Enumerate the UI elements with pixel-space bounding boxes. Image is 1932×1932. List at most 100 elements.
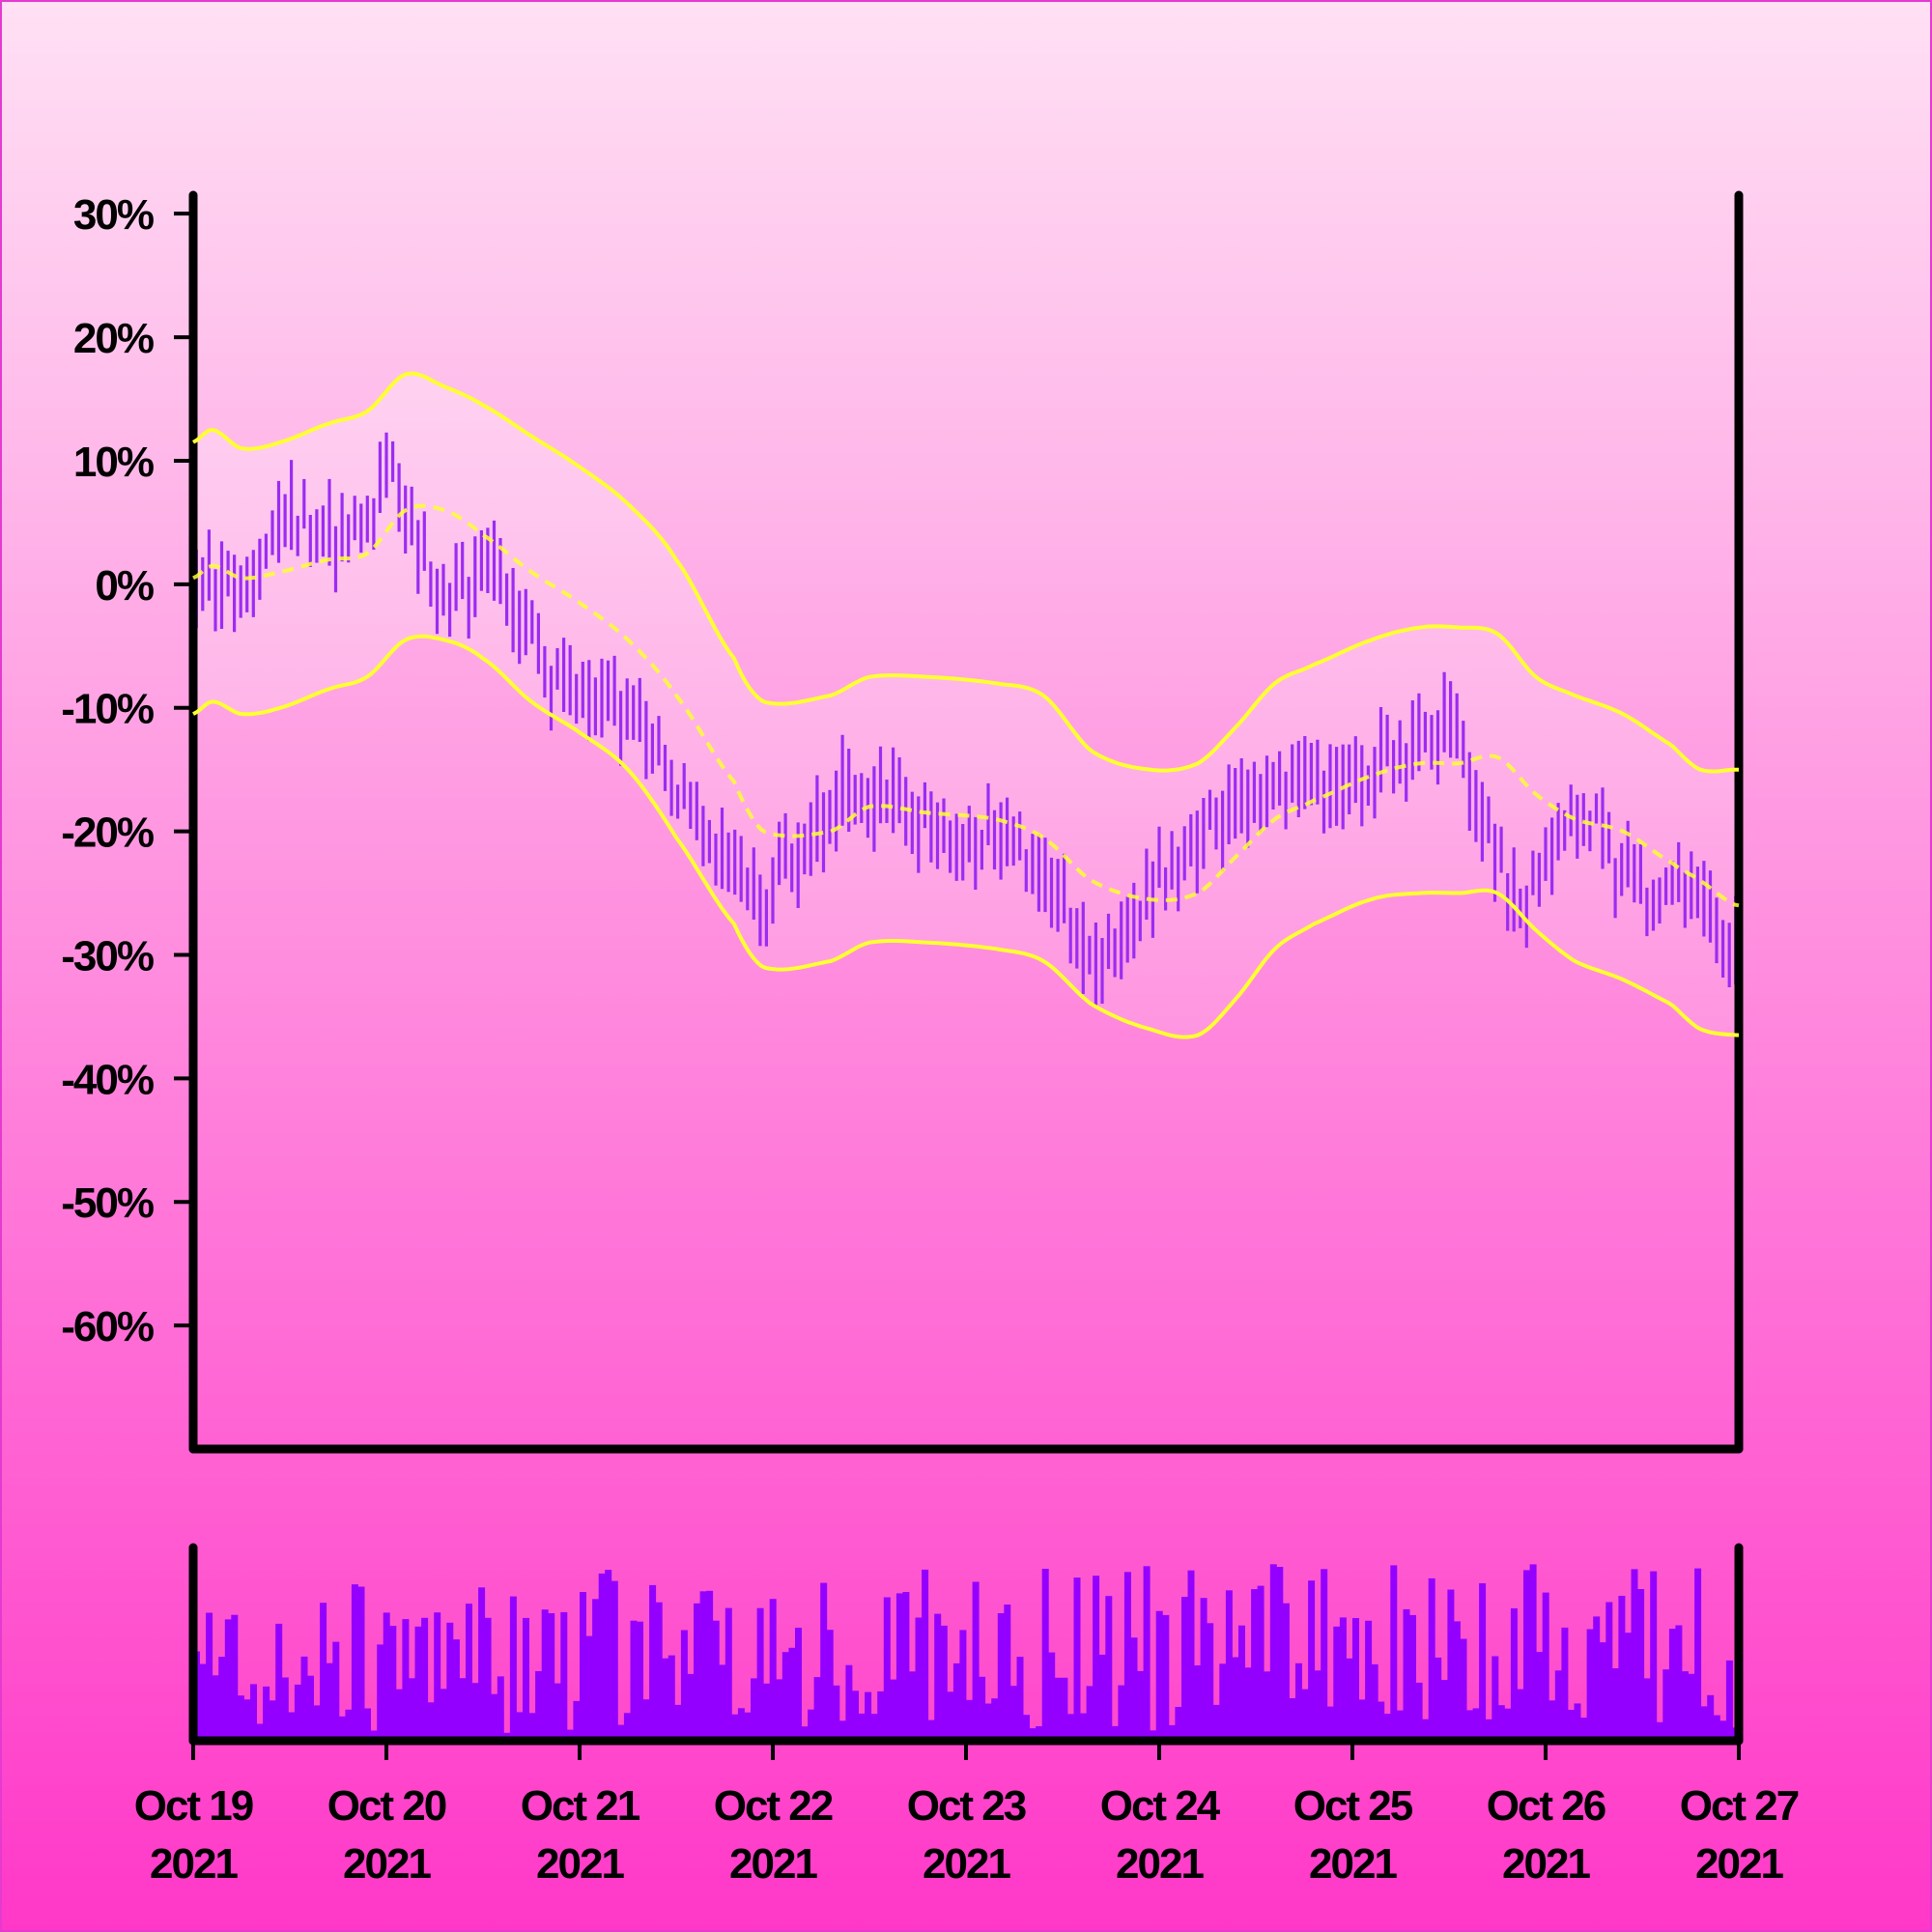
volume-bar (1713, 1715, 1720, 1741)
volume-bar (484, 1617, 492, 1741)
volume-bar (598, 1573, 606, 1741)
volume-bar (243, 1699, 251, 1741)
volume-bar (655, 1602, 663, 1741)
volume-bar (895, 1593, 903, 1741)
volume-bar (1656, 1721, 1663, 1741)
volume-bar (1066, 1714, 1074, 1741)
volume-bar (1700, 1706, 1708, 1741)
band-fill (193, 373, 1739, 1037)
volume-bar (1295, 1662, 1302, 1741)
volume-bar (1162, 1614, 1170, 1741)
volume-bar (1548, 1700, 1556, 1741)
volume-bar (813, 1677, 821, 1741)
volume-bar (395, 1689, 403, 1741)
volume-bar (737, 1708, 745, 1741)
volume-bar (535, 1671, 543, 1741)
volume-bar (345, 1709, 353, 1741)
volume-bar (642, 1699, 650, 1741)
volume-bar (1447, 1589, 1455, 1741)
volume-bar (370, 1730, 378, 1741)
volume-bar (1504, 1708, 1512, 1741)
volume-bar (1440, 1680, 1448, 1741)
volume-bar (523, 1617, 529, 1741)
volume-bar (947, 1691, 954, 1741)
volume-bar (852, 1690, 859, 1741)
x-tick-label-date: Oct 23 (907, 1782, 1026, 1830)
volume-bar (668, 1655, 675, 1741)
x-tick-label-year: 2021 (1502, 1840, 1590, 1888)
volume-bar (1041, 1569, 1049, 1741)
y-tick-label: -10% (61, 686, 154, 733)
volume-bar (1586, 1629, 1594, 1741)
volume-bar (1650, 1571, 1658, 1741)
volume-bar (1536, 1652, 1544, 1741)
volume-bar (801, 1726, 809, 1741)
volume-bar (870, 1714, 878, 1741)
volume-bar (1396, 1710, 1404, 1741)
volume-bar (1264, 1671, 1271, 1741)
x-tick-label-date: Oct 24 (1100, 1782, 1221, 1830)
volume-bar (1625, 1633, 1632, 1741)
volume-bar (1637, 1589, 1645, 1741)
volume-bar (744, 1712, 752, 1741)
volume-bar (1073, 1577, 1081, 1741)
volume-bar (1029, 1728, 1037, 1741)
volume-bar (1244, 1667, 1252, 1741)
y-tick-label: 30% (73, 191, 154, 239)
y-tick-label: 10% (73, 439, 154, 486)
volume-bar (1314, 1670, 1321, 1741)
volume-bar (250, 1684, 257, 1741)
volume-bar (440, 1689, 447, 1741)
volume-bar (902, 1592, 910, 1741)
volume-bar (1593, 1616, 1601, 1741)
y-tick-label: -40% (61, 1056, 154, 1103)
volume-bar (434, 1612, 441, 1741)
volume-bar (781, 1652, 789, 1741)
volume-bar (1725, 1660, 1733, 1741)
volume-bar (858, 1713, 866, 1741)
x-tick-label-date: Oct 21 (521, 1782, 640, 1830)
volume-bar (890, 1679, 897, 1741)
volume-bar (1643, 1678, 1651, 1741)
volume-bar (1618, 1596, 1626, 1741)
volume-bar (1492, 1656, 1499, 1741)
volume-bar (1682, 1671, 1689, 1741)
axis-layer (188, 190, 1744, 1746)
volume-bar (712, 1620, 720, 1741)
x-tick-label-date: Oct 20 (327, 1782, 446, 1830)
y-tick-label: -60% (61, 1303, 154, 1350)
volume-bar (541, 1609, 549, 1741)
volume-bar (1251, 1589, 1259, 1741)
x-tick-label-date: Oct 27 (1680, 1782, 1799, 1830)
volume-bar (199, 1663, 207, 1741)
volume-bar (377, 1644, 384, 1741)
volume-bar (1282, 1603, 1290, 1741)
y-tick-label: 0% (95, 562, 153, 610)
volume-bar (756, 1607, 764, 1741)
volume-bar (1118, 1685, 1125, 1741)
volume-bar (478, 1587, 486, 1741)
volume-bar (1130, 1637, 1138, 1741)
volume-bar (1061, 1677, 1068, 1741)
volume-bar (471, 1683, 479, 1741)
volume-bar (984, 1703, 992, 1741)
volume-bar (1694, 1568, 1702, 1741)
volume-bar (751, 1678, 757, 1741)
volume-bar (409, 1678, 415, 1741)
volume-bar (997, 1613, 1005, 1741)
volume-bar (934, 1613, 942, 1741)
volume-bar (580, 1592, 586, 1741)
volume-bar (1276, 1567, 1284, 1741)
volume-bar (637, 1621, 643, 1741)
volume-bar (979, 1676, 986, 1741)
volume-bar (1580, 1718, 1588, 1741)
volume-bar (459, 1678, 467, 1741)
volume-bar (776, 1679, 783, 1741)
volume-bar (554, 1683, 561, 1741)
x-tick-label-date: Oct 19 (134, 1782, 253, 1830)
volume-bar (509, 1596, 517, 1741)
volume-bar (1409, 1614, 1416, 1741)
x-tick-label-year: 2021 (923, 1840, 1010, 1888)
volume-bar (1435, 1657, 1442, 1741)
volume-bar (623, 1713, 631, 1741)
